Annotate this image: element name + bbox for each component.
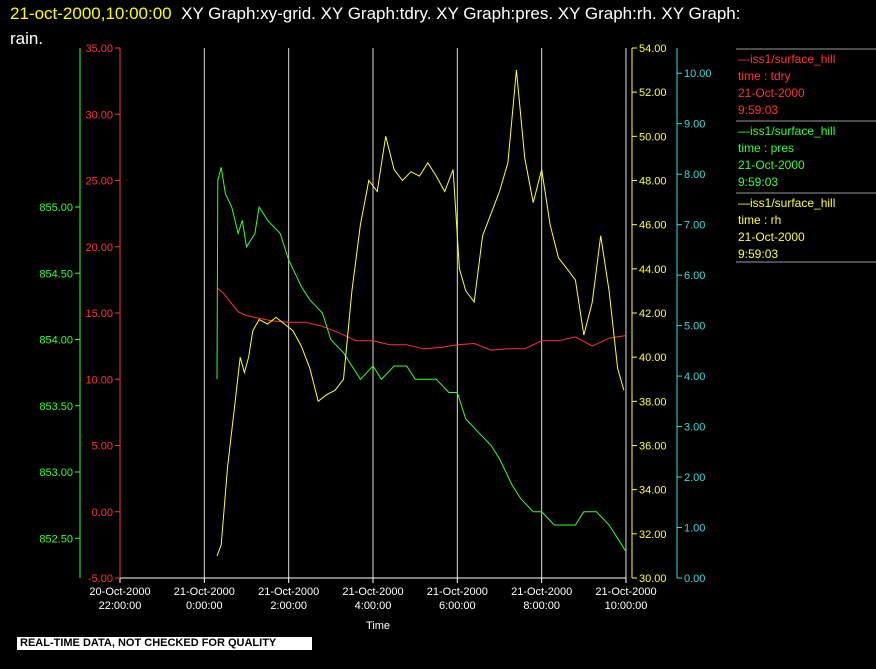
y-tick-label-rain: 4.00 xyxy=(684,371,705,383)
y-tick-label-rh: 42.00 xyxy=(639,308,667,320)
y-tick-label-rain: 6.00 xyxy=(684,270,705,282)
legend-entry-line: time : pres xyxy=(738,141,794,155)
chart-title-line-1: 21-oct-2000,10:00:00 XY Graph:xy-grid. X… xyxy=(10,4,740,24)
x-tick-label-time: 8:00:00 xyxy=(523,600,560,612)
y-tick-label-rh: 30.00 xyxy=(639,573,667,585)
y-tick-label-tdry: 25.00 xyxy=(85,176,113,188)
x-tick-label-time: 22:00:00 xyxy=(99,600,142,612)
y-tick-label-pres: 852.50 xyxy=(39,533,73,545)
y-tick-label-tdry: 35.00 xyxy=(85,43,113,55)
x-tick-label-date: 20-Oct-2000 xyxy=(89,586,150,598)
y-tick-label-pres: 854.00 xyxy=(39,335,73,347)
legend-entry-line: 21-Oct-2000 xyxy=(738,86,805,100)
y-tick-label-tdry: 5.00 xyxy=(92,441,113,453)
y-tick-label-tdry: 10.00 xyxy=(85,374,113,386)
y-tick-label-rain: 2.00 xyxy=(684,472,705,484)
legend-entry-line: time : tdry xyxy=(738,69,791,83)
y-tick-label-rain: 1.00 xyxy=(684,523,705,535)
legend-entry-line: time : rh xyxy=(738,213,781,227)
x-axis-title: Time xyxy=(366,620,390,632)
y-tick-label-tdry: 30.00 xyxy=(85,109,113,121)
y-tick-label-tdry: -5.00 xyxy=(88,573,113,585)
y-tick-label-rh: 50.00 xyxy=(639,131,667,143)
legend-entry-line: —iss1/surface_hill xyxy=(738,124,835,138)
legend-entry-line: 21-Oct-2000 xyxy=(738,230,805,244)
y-tick-label-rh: 48.00 xyxy=(639,176,667,188)
y-tick-label-rh: 54.00 xyxy=(639,43,667,55)
x-tick-label-time: 4:00:00 xyxy=(355,600,392,612)
series-line-rh xyxy=(216,70,625,557)
y-tick-label-pres: 853.50 xyxy=(39,401,73,413)
x-tick-label-date: 21-Oct-2000 xyxy=(427,586,488,598)
series-line-pres xyxy=(216,167,627,552)
legend-entry-line: 9:59:03 xyxy=(738,103,778,117)
chart-timestamp: 21-oct-2000,10:00:00 xyxy=(10,4,172,23)
y-tick-label-rh: 34.00 xyxy=(639,485,667,497)
y-tick-label-tdry: 0.00 xyxy=(92,507,113,519)
y-tick-label-rh: 40.00 xyxy=(639,352,667,364)
y-tick-label-pres: 855.00 xyxy=(39,202,73,214)
y-tick-label-rain: 10.00 xyxy=(684,68,712,80)
x-tick-label-time: 6:00:00 xyxy=(439,600,476,612)
y-tick-label-rh: 32.00 xyxy=(639,529,667,541)
quality-notice: REAL-TIME DATA, NOT CHECKED FOR QUALITY xyxy=(17,637,312,650)
legend-entry-line: —iss1/surface_hill xyxy=(738,196,835,210)
legend-entry-line: 21-Oct-2000 xyxy=(738,158,805,172)
legend-entry-line: 9:59:03 xyxy=(738,247,778,261)
x-tick-label-date: 21-Oct-2000 xyxy=(174,586,235,598)
chart-title-graphs: XY Graph:xy-grid. XY Graph:tdry. XY Grap… xyxy=(181,4,741,23)
series-line-tdry xyxy=(216,287,627,351)
y-tick-label-rain: 5.00 xyxy=(684,321,705,333)
x-tick-label-date: 21-Oct-2000 xyxy=(258,586,319,598)
legend-entry-line: 9:59:03 xyxy=(738,175,778,189)
y-tick-label-rh: 38.00 xyxy=(639,396,667,408)
x-tick-label-time: 10:00:00 xyxy=(605,600,648,612)
x-tick-label-date: 21-Oct-2000 xyxy=(511,586,572,598)
y-tick-label-rain: 9.00 xyxy=(684,119,705,131)
y-tick-label-rh: 52.00 xyxy=(639,87,667,99)
y-tick-label-tdry: 20.00 xyxy=(85,242,113,254)
x-tick-label-time: 0:00:00 xyxy=(186,600,223,612)
y-tick-label-pres: 853.00 xyxy=(39,467,73,479)
legend-entry-line: —iss1/surface_hill xyxy=(738,52,835,66)
x-tick-label-date: 21-Oct-2000 xyxy=(342,586,403,598)
y-tick-label-pres: 854.50 xyxy=(39,268,73,280)
y-tick-label-tdry: 15.00 xyxy=(85,308,113,320)
chart-title-line-2: rain. xyxy=(10,29,44,48)
y-tick-label-rain: 8.00 xyxy=(684,169,705,181)
x-tick-label-time: 2:00:00 xyxy=(270,600,307,612)
x-tick-label-date: 21-Oct-2000 xyxy=(595,586,656,598)
y-tick-label-rain: 3.00 xyxy=(684,422,705,434)
y-tick-label-rain: 7.00 xyxy=(684,220,705,232)
y-tick-label-rh: 44.00 xyxy=(639,264,667,276)
y-tick-label-rh: 36.00 xyxy=(639,441,667,453)
y-tick-label-rain: 0.00 xyxy=(684,573,705,585)
y-tick-label-rh: 46.00 xyxy=(639,220,667,232)
